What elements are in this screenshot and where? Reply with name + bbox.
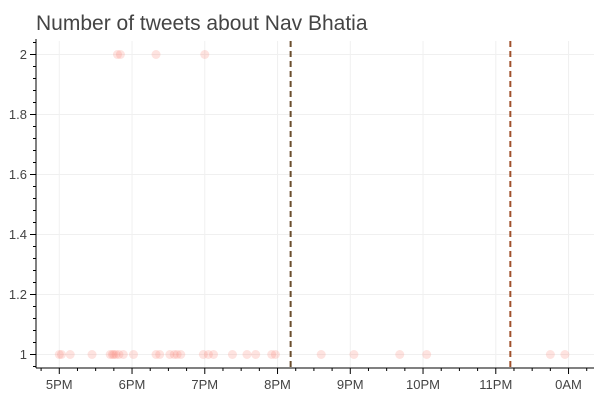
data-point: [155, 350, 165, 359]
data-point: [56, 350, 66, 359]
data-point: [316, 350, 326, 359]
data-point: [169, 350, 179, 359]
data-point: [87, 350, 97, 359]
data-point: [422, 350, 432, 359]
x-tick-label: 6PM: [119, 377, 146, 392]
vertical-markers: [289, 41, 512, 368]
data-point: [176, 350, 186, 359]
data-point: [114, 350, 124, 359]
x-tick-label: 8PM: [264, 377, 291, 392]
data-point: [349, 350, 359, 359]
data-point: [198, 350, 208, 359]
data-point: [203, 350, 213, 359]
data-point: [251, 350, 261, 359]
data-point: [209, 350, 219, 359]
x-tick-label: 5PM: [46, 377, 73, 392]
data-point: [165, 350, 175, 359]
data-point: [172, 350, 182, 359]
axes: 1 1.2 1.4 1.6 1.8 2 5PM 6PM 7PM 8PM 9PM 10PM 11PM 0AM: [9, 39, 594, 392]
data-point: [227, 350, 237, 359]
y-tick-label: 1.8: [9, 107, 27, 122]
data-point: [111, 350, 121, 359]
data-point: [560, 350, 570, 359]
data-point: [112, 50, 122, 59]
chart-title: Number of tweets about Nav Bhatia: [36, 12, 368, 35]
data-point: [118, 350, 128, 359]
data-point: [242, 350, 252, 359]
grid: [36, 41, 594, 368]
x-tick-label: 9PM: [337, 377, 364, 392]
data-point: [395, 350, 405, 359]
y-tick-label: 2: [20, 47, 27, 62]
data-point: [105, 350, 115, 359]
data-points: [54, 50, 570, 359]
data-point: [65, 350, 75, 359]
x-tick-label: 0AM: [555, 377, 582, 392]
data-point: [54, 350, 64, 359]
data-point: [151, 50, 161, 59]
data-point: [151, 350, 161, 359]
data-point: [128, 350, 138, 359]
data-point: [267, 350, 277, 359]
data-point: [545, 350, 555, 359]
x-tick-label: 11PM: [479, 377, 512, 392]
x-tick-label: 7PM: [191, 377, 218, 392]
data-point: [200, 50, 210, 59]
data-point: [270, 350, 280, 359]
y-tick-label: 1.4: [9, 227, 27, 242]
y-tick-label: 1.6: [9, 167, 27, 182]
data-point: [109, 350, 119, 359]
y-tick-label: 1.2: [9, 287, 27, 302]
data-point: [107, 350, 117, 359]
x-tick-label: 10PM: [406, 377, 440, 392]
data-point: [115, 50, 125, 59]
y-tick-label: 1: [20, 347, 27, 362]
